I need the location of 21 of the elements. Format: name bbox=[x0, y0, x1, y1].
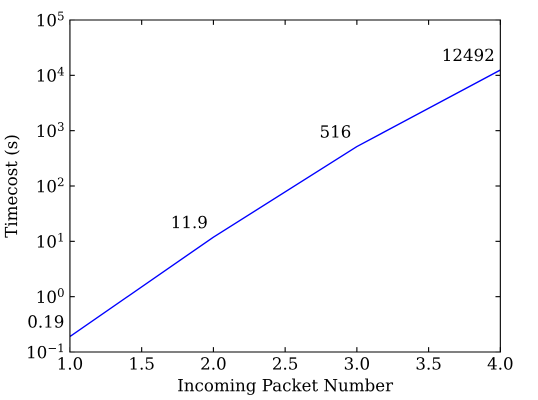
x-axis-title: Incoming Packet Number bbox=[178, 378, 394, 395]
y-tick-label: 10$^{5}$ bbox=[38, 12, 64, 26]
y-tick-label: 10$^{3}$ bbox=[38, 122, 64, 138]
data-label: 0.19 bbox=[28, 315, 64, 328]
x-tick-label: 1.5 bbox=[130, 357, 154, 370]
y-tick-label: 10$^{2}$ bbox=[38, 178, 64, 192]
data-label: 516 bbox=[320, 125, 350, 138]
line-series bbox=[70, 69, 500, 338]
y-tick-label: 10$^{4}$ bbox=[38, 66, 64, 82]
x-tick-label: 1.0 bbox=[58, 357, 82, 370]
y-tick-label: 10$^{−1}$ bbox=[28, 344, 63, 358]
x-tick-label: 4.0 bbox=[488, 357, 512, 370]
data-label: 11.9 bbox=[172, 216, 207, 228]
data-label: 12492 bbox=[444, 48, 494, 62]
x-tick-label: 3.0 bbox=[344, 357, 370, 370]
y-axis-title: Timecost (s) bbox=[4, 136, 20, 238]
y-tick-label: 10$^{0}$ bbox=[38, 288, 64, 304]
x-tick-label: 3.5 bbox=[416, 357, 441, 370]
y-tick-label: 10$^{1}$ bbox=[38, 232, 63, 248]
x-tick-label: 2.5 bbox=[273, 357, 298, 370]
x-tick-label: 2.0 bbox=[201, 357, 226, 370]
